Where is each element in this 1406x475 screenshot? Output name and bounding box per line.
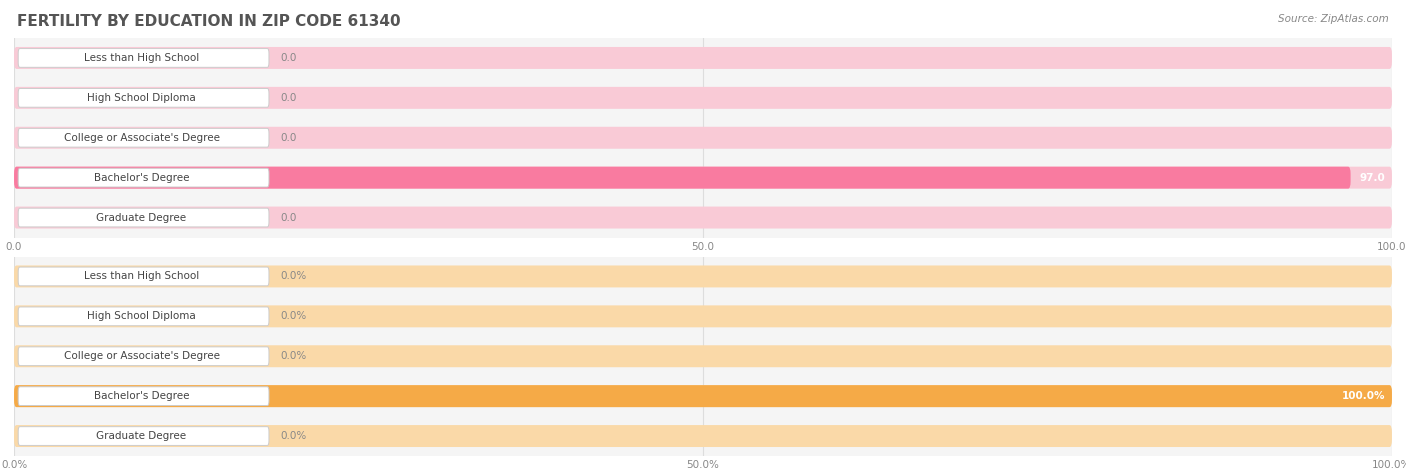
FancyBboxPatch shape xyxy=(18,387,269,406)
FancyBboxPatch shape xyxy=(14,305,1392,327)
FancyBboxPatch shape xyxy=(18,267,269,286)
Text: 0.0%: 0.0% xyxy=(280,431,307,441)
Text: 0.0: 0.0 xyxy=(280,93,297,103)
FancyBboxPatch shape xyxy=(14,385,1392,407)
FancyBboxPatch shape xyxy=(14,416,1392,456)
FancyBboxPatch shape xyxy=(18,128,269,147)
FancyBboxPatch shape xyxy=(14,336,1392,376)
FancyBboxPatch shape xyxy=(14,167,1392,189)
FancyBboxPatch shape xyxy=(14,207,1392,228)
FancyBboxPatch shape xyxy=(14,376,1392,416)
FancyBboxPatch shape xyxy=(14,127,1392,149)
Text: Less than High School: Less than High School xyxy=(84,271,200,282)
Text: Bachelor's Degree: Bachelor's Degree xyxy=(94,391,190,401)
FancyBboxPatch shape xyxy=(18,168,269,187)
FancyBboxPatch shape xyxy=(14,256,1392,296)
FancyBboxPatch shape xyxy=(14,425,1392,447)
FancyBboxPatch shape xyxy=(18,307,269,326)
Text: High School Diploma: High School Diploma xyxy=(87,311,195,322)
FancyBboxPatch shape xyxy=(14,198,1392,238)
Text: 0.0: 0.0 xyxy=(280,133,297,143)
FancyBboxPatch shape xyxy=(14,118,1392,158)
FancyBboxPatch shape xyxy=(14,296,1392,336)
Text: Graduate Degree: Graduate Degree xyxy=(97,431,187,441)
FancyBboxPatch shape xyxy=(14,345,1392,367)
FancyBboxPatch shape xyxy=(14,78,1392,118)
Text: FERTILITY BY EDUCATION IN ZIP CODE 61340: FERTILITY BY EDUCATION IN ZIP CODE 61340 xyxy=(17,14,401,29)
FancyBboxPatch shape xyxy=(14,167,1351,189)
FancyBboxPatch shape xyxy=(14,87,1392,109)
FancyBboxPatch shape xyxy=(18,88,269,107)
Text: College or Associate's Degree: College or Associate's Degree xyxy=(63,133,219,143)
Text: College or Associate's Degree: College or Associate's Degree xyxy=(63,351,219,361)
FancyBboxPatch shape xyxy=(14,158,1392,198)
FancyBboxPatch shape xyxy=(18,347,269,366)
FancyBboxPatch shape xyxy=(18,427,269,446)
FancyBboxPatch shape xyxy=(14,47,1392,69)
Text: 100.0%: 100.0% xyxy=(1341,391,1385,401)
FancyBboxPatch shape xyxy=(14,385,1392,407)
Text: Bachelor's Degree: Bachelor's Degree xyxy=(94,172,190,183)
Text: Less than High School: Less than High School xyxy=(84,53,200,63)
Text: 0.0%: 0.0% xyxy=(280,311,307,322)
FancyBboxPatch shape xyxy=(14,38,1392,78)
FancyBboxPatch shape xyxy=(18,208,269,227)
Text: 0.0: 0.0 xyxy=(280,212,297,223)
Text: 97.0: 97.0 xyxy=(1360,172,1385,183)
Text: 0.0: 0.0 xyxy=(280,53,297,63)
Text: Source: ZipAtlas.com: Source: ZipAtlas.com xyxy=(1278,14,1389,24)
Text: 0.0%: 0.0% xyxy=(280,271,307,282)
FancyBboxPatch shape xyxy=(18,48,269,67)
Text: High School Diploma: High School Diploma xyxy=(87,93,195,103)
FancyBboxPatch shape xyxy=(14,266,1392,287)
Text: 0.0%: 0.0% xyxy=(280,351,307,361)
Text: Graduate Degree: Graduate Degree xyxy=(97,212,187,223)
